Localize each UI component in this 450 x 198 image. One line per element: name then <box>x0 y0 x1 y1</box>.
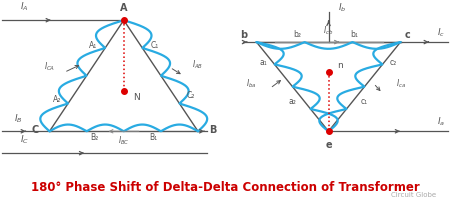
Text: $I_{BC}$: $I_{BC}$ <box>118 134 130 147</box>
Text: $I_a$: $I_a$ <box>437 116 446 128</box>
Text: $I_A$: $I_A$ <box>20 1 29 13</box>
Text: A₁: A₁ <box>89 41 97 50</box>
Text: B: B <box>209 125 216 135</box>
Text: N: N <box>133 92 140 102</box>
Text: b₂: b₂ <box>293 30 301 39</box>
Text: C₁: C₁ <box>150 41 159 50</box>
Text: a₂: a₂ <box>288 97 297 106</box>
Text: A₂: A₂ <box>53 95 61 104</box>
Text: $I_B$: $I_B$ <box>14 112 22 125</box>
Text: C₂: C₂ <box>186 91 194 101</box>
Text: $I_C$: $I_C$ <box>20 134 29 147</box>
Text: b₁: b₁ <box>351 30 358 39</box>
Text: B₂: B₂ <box>90 133 98 142</box>
Text: 180° Phase Shift of Delta-Delta Connection of Transformer: 180° Phase Shift of Delta-Delta Connecti… <box>31 181 419 194</box>
Text: $I_{ba}$: $I_{ba}$ <box>246 78 256 90</box>
Text: c₁: c₁ <box>360 97 368 106</box>
Text: $I_{AB}$: $I_{AB}$ <box>193 58 204 71</box>
Text: $I_c$: $I_c$ <box>437 26 446 39</box>
Text: c: c <box>405 30 411 40</box>
Text: Circuit Globe: Circuit Globe <box>392 192 436 198</box>
Text: a₁: a₁ <box>260 58 268 67</box>
Text: $I_{CA}$: $I_{CA}$ <box>44 60 55 72</box>
Text: B₁: B₁ <box>149 133 158 142</box>
Text: b: b <box>240 30 248 40</box>
Text: e: e <box>325 140 332 150</box>
Text: C: C <box>31 125 38 135</box>
Text: $I_{cb}$: $I_{cb}$ <box>324 25 333 37</box>
Text: $I_b$: $I_b$ <box>338 1 346 14</box>
Text: c₂: c₂ <box>389 58 396 67</box>
Text: n: n <box>338 61 343 70</box>
Text: A: A <box>120 3 127 13</box>
Text: $I_{ca}$: $I_{ca}$ <box>396 78 406 90</box>
